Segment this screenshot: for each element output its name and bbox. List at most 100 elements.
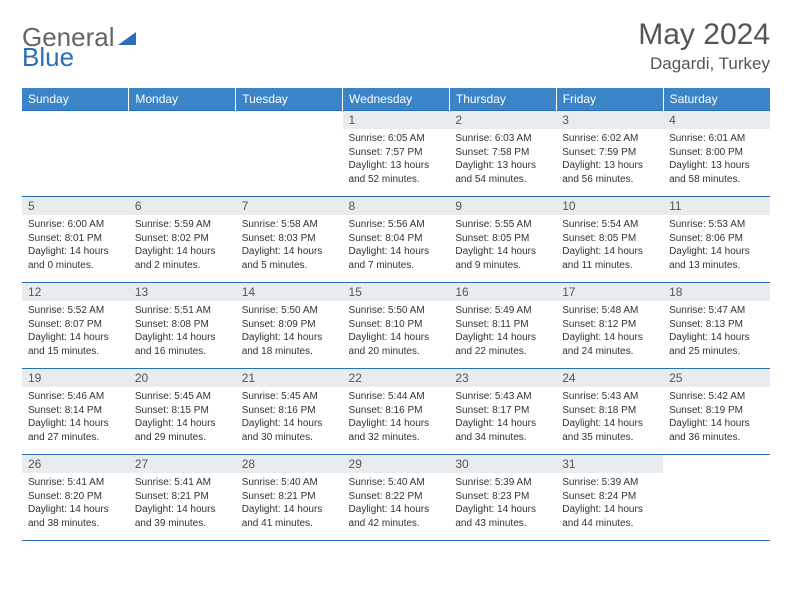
sunrise-text: Sunrise: 5:41 AM xyxy=(135,476,230,490)
sunrise-text: Sunrise: 5:55 AM xyxy=(455,218,550,232)
month-title: May 2024 xyxy=(638,18,770,52)
daylight-text: Daylight: 14 hours and 39 minutes. xyxy=(135,503,230,530)
day-number: 30 xyxy=(449,455,556,473)
sunrise-text: Sunrise: 6:00 AM xyxy=(28,218,123,232)
daylight-text: Daylight: 14 hours and 16 minutes. xyxy=(135,331,230,358)
sunrise-text: Sunrise: 6:01 AM xyxy=(669,132,764,146)
day-number: 25 xyxy=(663,369,770,387)
calendar-day-cell: 8Sunrise: 5:56 AMSunset: 8:04 PMDaylight… xyxy=(343,197,450,283)
daylight-text: Daylight: 14 hours and 25 minutes. xyxy=(669,331,764,358)
day-number: 4 xyxy=(663,111,770,129)
sunrise-text: Sunrise: 5:46 AM xyxy=(28,390,123,404)
sunrise-text: Sunrise: 5:41 AM xyxy=(28,476,123,490)
day-number: 3 xyxy=(556,111,663,129)
day-details: Sunrise: 5:49 AMSunset: 8:11 PMDaylight:… xyxy=(449,301,556,368)
daylight-text: Daylight: 14 hours and 9 minutes. xyxy=(455,245,550,272)
sunset-text: Sunset: 8:10 PM xyxy=(349,318,444,332)
day-number: 17 xyxy=(556,283,663,301)
daylight-text: Daylight: 14 hours and 18 minutes. xyxy=(242,331,337,358)
daylight-text: Daylight: 14 hours and 7 minutes. xyxy=(349,245,444,272)
calendar-week-row: 12Sunrise: 5:52 AMSunset: 8:07 PMDayligh… xyxy=(22,283,770,369)
sunrise-text: Sunrise: 5:40 AM xyxy=(349,476,444,490)
day-details: Sunrise: 5:42 AMSunset: 8:19 PMDaylight:… xyxy=(663,387,770,454)
day-number: 27 xyxy=(129,455,236,473)
day-details: Sunrise: 5:41 AMSunset: 8:21 PMDaylight:… xyxy=(129,473,236,540)
sunset-text: Sunset: 8:16 PM xyxy=(349,404,444,418)
calendar-day-cell: 25Sunrise: 5:42 AMSunset: 8:19 PMDayligh… xyxy=(663,369,770,455)
day-number: 19 xyxy=(22,369,129,387)
day-details: Sunrise: 6:00 AMSunset: 8:01 PMDaylight:… xyxy=(22,215,129,282)
calendar-day-cell: 13Sunrise: 5:51 AMSunset: 8:08 PMDayligh… xyxy=(129,283,236,369)
calendar-day-cell: 21Sunrise: 5:45 AMSunset: 8:16 PMDayligh… xyxy=(236,369,343,455)
day-number: 15 xyxy=(343,283,450,301)
daylight-text: Daylight: 14 hours and 5 minutes. xyxy=(242,245,337,272)
day-number: 11 xyxy=(663,197,770,215)
sunrise-text: Sunrise: 6:02 AM xyxy=(562,132,657,146)
day-details: Sunrise: 5:47 AMSunset: 8:13 PMDaylight:… xyxy=(663,301,770,368)
sunset-text: Sunset: 8:06 PM xyxy=(669,232,764,246)
day-header: Thursday xyxy=(449,88,556,111)
sunrise-text: Sunrise: 5:48 AM xyxy=(562,304,657,318)
day-header: Tuesday xyxy=(236,88,343,111)
sunrise-text: Sunrise: 5:39 AM xyxy=(562,476,657,490)
day-details: Sunrise: 5:44 AMSunset: 8:16 PMDaylight:… xyxy=(343,387,450,454)
daylight-text: Daylight: 14 hours and 13 minutes. xyxy=(669,245,764,272)
calendar-day-cell: 19Sunrise: 5:46 AMSunset: 8:14 PMDayligh… xyxy=(22,369,129,455)
calendar-day-cell: 16Sunrise: 5:49 AMSunset: 8:11 PMDayligh… xyxy=(449,283,556,369)
sunset-text: Sunset: 8:07 PM xyxy=(28,318,123,332)
sunrise-text: Sunrise: 5:43 AM xyxy=(455,390,550,404)
day-number: 8 xyxy=(343,197,450,215)
sunset-text: Sunset: 8:17 PM xyxy=(455,404,550,418)
calendar-day-cell: 18Sunrise: 5:47 AMSunset: 8:13 PMDayligh… xyxy=(663,283,770,369)
daylight-text: Daylight: 14 hours and 35 minutes. xyxy=(562,417,657,444)
calendar-day-cell: 27Sunrise: 5:41 AMSunset: 8:21 PMDayligh… xyxy=(129,455,236,541)
sunrise-text: Sunrise: 5:58 AM xyxy=(242,218,337,232)
day-details: Sunrise: 5:56 AMSunset: 8:04 PMDaylight:… xyxy=(343,215,450,282)
sunset-text: Sunset: 8:01 PM xyxy=(28,232,123,246)
day-details: Sunrise: 5:55 AMSunset: 8:05 PMDaylight:… xyxy=(449,215,556,282)
calendar-day-cell: 23Sunrise: 5:43 AMSunset: 8:17 PMDayligh… xyxy=(449,369,556,455)
sunrise-text: Sunrise: 5:52 AM xyxy=(28,304,123,318)
sunset-text: Sunset: 8:16 PM xyxy=(242,404,337,418)
location: Dagardi, Turkey xyxy=(638,54,770,74)
calendar-day-cell: 11Sunrise: 5:53 AMSunset: 8:06 PMDayligh… xyxy=(663,197,770,283)
sunset-text: Sunset: 8:19 PM xyxy=(669,404,764,418)
calendar-day-cell: 31Sunrise: 5:39 AMSunset: 8:24 PMDayligh… xyxy=(556,455,663,541)
sunrise-text: Sunrise: 5:56 AM xyxy=(349,218,444,232)
sunrise-text: Sunrise: 5:50 AM xyxy=(242,304,337,318)
calendar-day-cell: .. xyxy=(129,111,236,197)
sunset-text: Sunset: 8:05 PM xyxy=(455,232,550,246)
day-details: Sunrise: 5:59 AMSunset: 8:02 PMDaylight:… xyxy=(129,215,236,282)
sunrise-text: Sunrise: 5:40 AM xyxy=(242,476,337,490)
daylight-text: Daylight: 14 hours and 42 minutes. xyxy=(349,503,444,530)
day-header: Monday xyxy=(129,88,236,111)
day-details: Sunrise: 5:40 AMSunset: 8:21 PMDaylight:… xyxy=(236,473,343,540)
day-details: Sunrise: 5:50 AMSunset: 8:09 PMDaylight:… xyxy=(236,301,343,368)
calendar-day-cell: 4Sunrise: 6:01 AMSunset: 8:00 PMDaylight… xyxy=(663,111,770,197)
day-number: 20 xyxy=(129,369,236,387)
calendar-week-row: 26Sunrise: 5:41 AMSunset: 8:20 PMDayligh… xyxy=(22,455,770,541)
day-details: Sunrise: 5:48 AMSunset: 8:12 PMDaylight:… xyxy=(556,301,663,368)
calendar-day-cell: 24Sunrise: 5:43 AMSunset: 8:18 PMDayligh… xyxy=(556,369,663,455)
day-number: 26 xyxy=(22,455,129,473)
day-details: Sunrise: 5:58 AMSunset: 8:03 PMDaylight:… xyxy=(236,215,343,282)
sunrise-text: Sunrise: 5:45 AM xyxy=(135,390,230,404)
sunrise-text: Sunrise: 5:50 AM xyxy=(349,304,444,318)
day-details: Sunrise: 6:02 AMSunset: 7:59 PMDaylight:… xyxy=(556,129,663,196)
day-header: Saturday xyxy=(663,88,770,111)
day-details: Sunrise: 5:39 AMSunset: 8:24 PMDaylight:… xyxy=(556,473,663,540)
calendar-day-cell: 5Sunrise: 6:00 AMSunset: 8:01 PMDaylight… xyxy=(22,197,129,283)
calendar-day-cell: 2Sunrise: 6:03 AMSunset: 7:58 PMDaylight… xyxy=(449,111,556,197)
logo-sail-icon xyxy=(117,24,137,50)
day-details: Sunrise: 6:05 AMSunset: 7:57 PMDaylight:… xyxy=(343,129,450,196)
sunset-text: Sunset: 8:11 PM xyxy=(455,318,550,332)
calendar-day-cell: 20Sunrise: 5:45 AMSunset: 8:15 PMDayligh… xyxy=(129,369,236,455)
day-number: 23 xyxy=(449,369,556,387)
day-number: 29 xyxy=(343,455,450,473)
calendar-week-row: 19Sunrise: 5:46 AMSunset: 8:14 PMDayligh… xyxy=(22,369,770,455)
sunset-text: Sunset: 8:22 PM xyxy=(349,490,444,504)
calendar-day-cell: 28Sunrise: 5:40 AMSunset: 8:21 PMDayligh… xyxy=(236,455,343,541)
daylight-text: Daylight: 14 hours and 2 minutes. xyxy=(135,245,230,272)
calendar-day-cell: 9Sunrise: 5:55 AMSunset: 8:05 PMDaylight… xyxy=(449,197,556,283)
daylight-text: Daylight: 14 hours and 32 minutes. xyxy=(349,417,444,444)
